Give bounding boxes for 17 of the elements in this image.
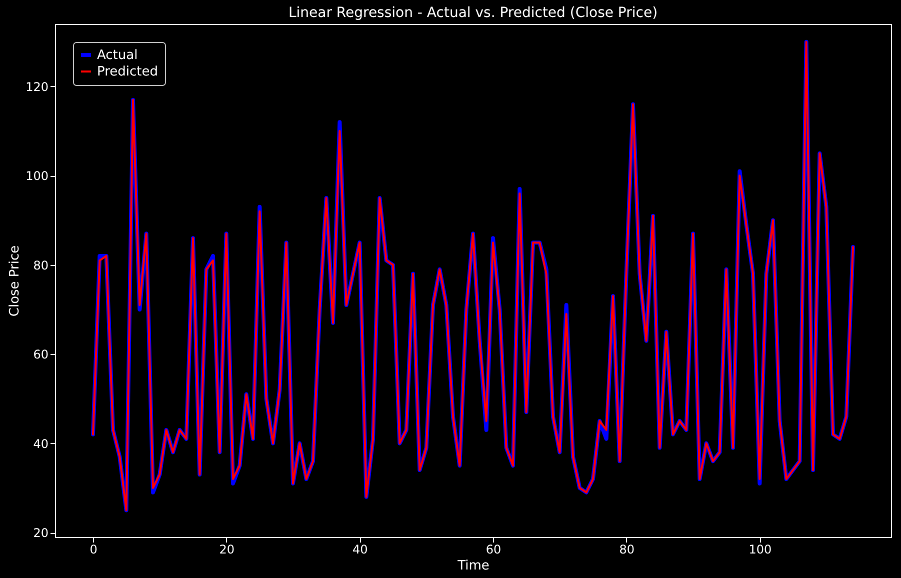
x-tick-label: 80 — [619, 542, 634, 556]
y-tick-label: 60 — [33, 348, 48, 362]
y-tick-label: 120 — [26, 80, 48, 94]
x-tick-label: 40 — [352, 542, 368, 556]
x-tick-label: 60 — [486, 542, 502, 556]
y-axis-title: Close Price — [8, 245, 23, 317]
x-axis-title: Time — [456, 558, 490, 574]
y-tick-label: 40 — [33, 436, 48, 451]
legend-label: Predicted — [97, 64, 158, 80]
y-tick-label: 100 — [26, 169, 48, 184]
x-tick-label: 100 — [748, 542, 772, 556]
x-tick-label: 20 — [219, 542, 234, 556]
x-tick-label: 0 — [90, 542, 98, 556]
y-tick-label: 80 — [33, 258, 48, 272]
chart-title: Linear Regression - Actual vs. Predicted (Close Price) — [288, 5, 658, 21]
y-tick-label: 20 — [33, 526, 48, 540]
legend-label: Actual — [97, 48, 138, 63]
